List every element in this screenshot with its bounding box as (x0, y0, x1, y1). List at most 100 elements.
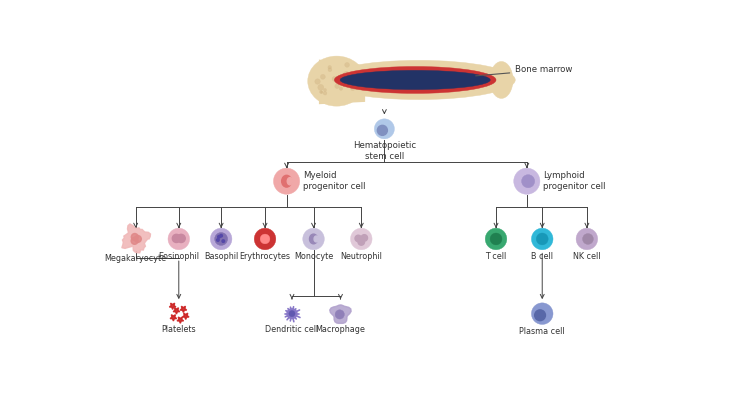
Polygon shape (177, 317, 184, 323)
Text: Basophil: Basophil (204, 252, 238, 261)
Polygon shape (170, 315, 177, 321)
Circle shape (328, 68, 332, 72)
Circle shape (400, 81, 403, 83)
Circle shape (345, 62, 350, 67)
Text: Macrophage: Macrophage (316, 325, 365, 334)
Circle shape (335, 310, 344, 319)
Circle shape (490, 233, 502, 245)
Circle shape (452, 77, 455, 80)
Circle shape (485, 228, 507, 250)
Circle shape (521, 175, 535, 188)
Ellipse shape (287, 178, 292, 185)
Ellipse shape (334, 66, 496, 94)
Circle shape (532, 228, 553, 250)
Circle shape (323, 91, 327, 95)
Text: Plasma cell: Plasma cell (520, 327, 565, 336)
Text: Myeloid
progenitor cell: Myeloid progenitor cell (303, 171, 365, 191)
Circle shape (379, 76, 381, 78)
Circle shape (260, 234, 270, 244)
Circle shape (214, 232, 227, 246)
Circle shape (320, 74, 326, 79)
Circle shape (536, 233, 548, 245)
Circle shape (419, 80, 422, 82)
Ellipse shape (358, 238, 364, 242)
Circle shape (374, 119, 394, 139)
Circle shape (345, 80, 348, 83)
Circle shape (274, 168, 300, 194)
Circle shape (220, 234, 223, 237)
Circle shape (303, 228, 324, 250)
Circle shape (339, 80, 344, 86)
Circle shape (350, 86, 355, 90)
Text: Neutrophil: Neutrophil (340, 252, 382, 261)
Circle shape (289, 310, 295, 317)
Polygon shape (319, 60, 365, 104)
Circle shape (514, 168, 540, 194)
Circle shape (576, 228, 598, 250)
Text: Hematopoietic
stem cell: Hematopoietic stem cell (352, 141, 416, 161)
Circle shape (323, 88, 326, 92)
Circle shape (355, 235, 362, 242)
Circle shape (168, 228, 190, 250)
Circle shape (131, 238, 138, 244)
Circle shape (134, 236, 141, 242)
Circle shape (532, 303, 553, 324)
Circle shape (172, 234, 181, 242)
Circle shape (328, 66, 332, 69)
Circle shape (358, 239, 364, 245)
Circle shape (377, 125, 388, 135)
Circle shape (320, 91, 323, 94)
Circle shape (426, 72, 428, 74)
Circle shape (131, 234, 138, 240)
Text: Platelets: Platelets (161, 325, 196, 334)
Circle shape (427, 85, 430, 88)
Polygon shape (182, 313, 189, 320)
Circle shape (217, 236, 220, 238)
Polygon shape (180, 306, 187, 312)
Polygon shape (170, 303, 176, 310)
Text: Erythrocytes: Erythrocytes (239, 252, 290, 261)
Circle shape (254, 228, 276, 250)
Text: Bone marrow: Bone marrow (476, 66, 573, 76)
Circle shape (320, 90, 322, 94)
Ellipse shape (340, 70, 490, 90)
Circle shape (222, 240, 224, 242)
Ellipse shape (176, 237, 182, 240)
Circle shape (334, 84, 340, 88)
Text: Lymphoid
progenitor cell: Lymphoid progenitor cell (543, 171, 605, 191)
Circle shape (217, 239, 219, 241)
Circle shape (286, 308, 297, 319)
Text: T cell: T cell (485, 252, 507, 261)
Circle shape (332, 76, 337, 81)
Ellipse shape (282, 175, 292, 187)
Circle shape (346, 79, 351, 85)
Polygon shape (173, 308, 180, 314)
Ellipse shape (308, 56, 365, 106)
Circle shape (177, 234, 185, 242)
Circle shape (361, 235, 368, 241)
Text: B cell: B cell (531, 252, 554, 261)
Text: Eosinophil: Eosinophil (158, 252, 200, 261)
Circle shape (375, 84, 379, 88)
Circle shape (339, 87, 343, 90)
Ellipse shape (310, 234, 317, 244)
Circle shape (210, 228, 232, 250)
Text: NK cell: NK cell (573, 252, 601, 261)
Ellipse shape (322, 60, 515, 100)
Polygon shape (122, 224, 151, 253)
Circle shape (318, 84, 324, 90)
Circle shape (414, 84, 416, 86)
Ellipse shape (314, 236, 319, 242)
Circle shape (443, 72, 446, 74)
Circle shape (344, 71, 350, 77)
Text: Megakaryocyte: Megakaryocyte (104, 254, 166, 262)
Ellipse shape (490, 62, 513, 98)
Circle shape (583, 234, 593, 244)
Text: Monocyte: Monocyte (294, 252, 333, 261)
Circle shape (315, 79, 320, 84)
Text: Dendritic cell: Dendritic cell (266, 325, 319, 334)
Circle shape (350, 228, 372, 250)
Circle shape (535, 310, 545, 321)
Polygon shape (330, 305, 351, 323)
Circle shape (406, 85, 410, 89)
